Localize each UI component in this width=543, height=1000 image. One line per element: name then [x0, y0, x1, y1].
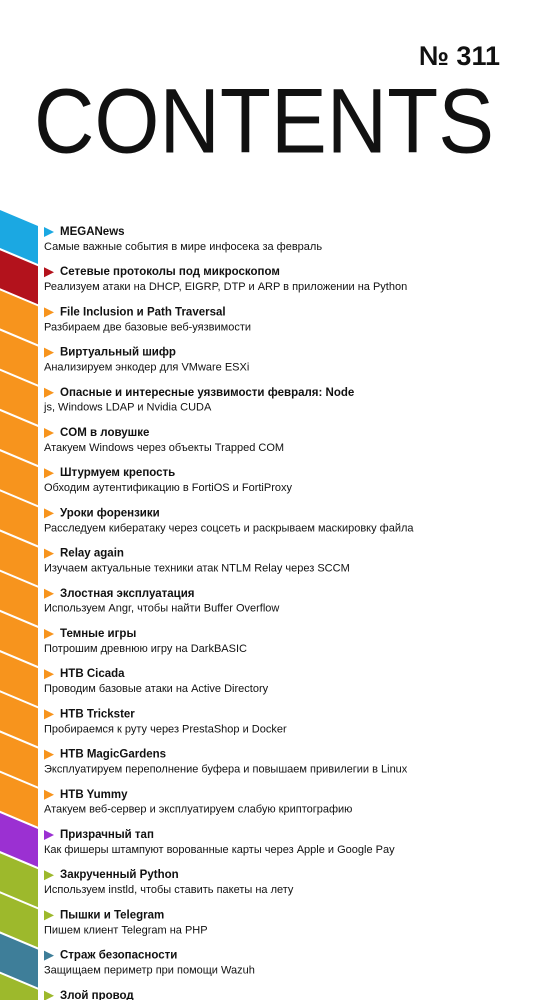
item-description: Потрошим древнюю игру на DarkBASIC — [44, 643, 247, 655]
bullet-triangle — [44, 629, 54, 639]
color-stripe — [0, 933, 38, 988]
item-description: Реализуем атаки на DHCP, EIGRP, DTP и AR… — [44, 281, 407, 293]
item-title: Страж безопасности — [60, 950, 177, 962]
item-title: HTB MagicGardens — [60, 749, 166, 761]
item-title: HTB Trickster — [60, 708, 135, 720]
color-stripe — [0, 451, 38, 506]
item-title: Злой провод — [60, 990, 134, 1000]
item-description: Проводим базовые атаки на Active Directo… — [44, 683, 269, 695]
bullet-triangle — [44, 428, 54, 438]
color-stripe — [0, 290, 38, 345]
item-title: Призрачный тап — [60, 829, 154, 841]
color-stripe — [0, 411, 38, 465]
item-description: Используем Angr, чтобы найти Buffer Over… — [44, 603, 279, 615]
issue-number: № 311 — [419, 41, 500, 71]
color-stripe — [0, 772, 38, 827]
item-description: js, Windows LDAP и Nvidia CUDA — [43, 402, 212, 414]
item-title: Опасные и интересные уязвимости февраля:… — [60, 387, 354, 399]
bullet-triangle — [44, 910, 54, 921]
bullet-triangle — [44, 830, 54, 840]
color-stripe — [0, 370, 38, 425]
item-description: Расследуем кибератаку через соцсеть и ра… — [44, 522, 414, 534]
item-title: HTB Cicada — [60, 668, 125, 680]
item-description: Используем instld, чтобы ставить пакеты … — [44, 884, 294, 896]
item-title: Темные игры — [60, 628, 136, 640]
item-description: Изучаем актуальные техники атак NTLM Rel… — [44, 563, 350, 575]
color-stripe — [0, 813, 38, 867]
bullet-triangle — [44, 669, 54, 680]
bullet-triangle — [44, 548, 54, 559]
color-stripe — [0, 531, 38, 586]
bullet-triangle — [44, 508, 54, 519]
item-title: Штурмуем крепость — [60, 467, 175, 479]
item-description: Пробираемся к руту через PrestaShop и Do… — [44, 723, 287, 735]
bullet-triangle — [44, 789, 54, 800]
item-title: Виртуальный шифр — [60, 347, 176, 359]
item-description: Эксплуатируем переполнение буфера и повы… — [44, 764, 408, 776]
item-description: Пишем клиент Telegram на PHP — [44, 924, 208, 936]
bullet-triangle — [44, 950, 54, 961]
color-stripe — [0, 692, 38, 747]
bullet-triangle — [44, 307, 54, 318]
item-description: Как фишеры штампуют ворованные карты чер… — [44, 844, 395, 856]
bullet-triangle — [44, 870, 54, 881]
color-stripe — [0, 853, 38, 908]
color-stripe — [0, 732, 38, 787]
item-description: Обходим аутентификацию в FortiOS и Forti… — [44, 482, 292, 494]
item-title: Злостная эксплуатация — [60, 588, 194, 600]
bullet-triangle — [44, 588, 54, 599]
bullet-triangle — [44, 990, 54, 1000]
item-description: Анализируем энкодер для VMware ESXi — [44, 362, 249, 374]
item-description: Атакуем веб-сервер и эксплуатируем слабу… — [44, 804, 352, 816]
item-description: Защищаем периметр при помощи Wazuh — [44, 965, 255, 977]
color-stripe — [0, 893, 38, 948]
item-title: Сетевые протоколы под микроскопом — [60, 266, 280, 278]
item-title: HTB Yummy — [60, 789, 128, 801]
item-description: Разбираем две базовые веб-уязвимости — [44, 321, 251, 333]
color-stripe — [0, 612, 38, 666]
color-stripe — [0, 973, 38, 1000]
bullet-triangle — [44, 709, 54, 720]
bullet-triangle — [44, 347, 54, 358]
page-title: CONTENTS — [34, 70, 494, 172]
item-title: Закрученный Python — [60, 869, 179, 881]
bullet-triangle — [44, 468, 54, 479]
color-stripe — [0, 250, 38, 305]
item-title: Пышки и Telegram — [60, 909, 164, 921]
item-title: MEGANews — [60, 226, 125, 238]
item-title: COM в ловушке — [60, 427, 149, 439]
color-stripe — [0, 652, 38, 707]
bullet-triangle — [44, 387, 54, 398]
item-description: Атакуем Windows через объекты Trapped CO… — [44, 442, 284, 454]
item-title: File Inclusion и Path Traversal — [60, 306, 226, 318]
bullet-triangle — [44, 267, 54, 278]
bullet-triangle — [44, 749, 54, 760]
item-title: Relay again — [60, 548, 124, 560]
item-title: Уроки форензики — [60, 507, 160, 519]
item-description: Самые важные события в мире инфосека за … — [44, 241, 322, 253]
bullet-triangle — [44, 227, 54, 237]
color-stripe — [0, 571, 38, 626]
color-stripe — [0, 330, 38, 385]
color-stripe — [0, 210, 38, 264]
color-stripe — [0, 491, 38, 546]
